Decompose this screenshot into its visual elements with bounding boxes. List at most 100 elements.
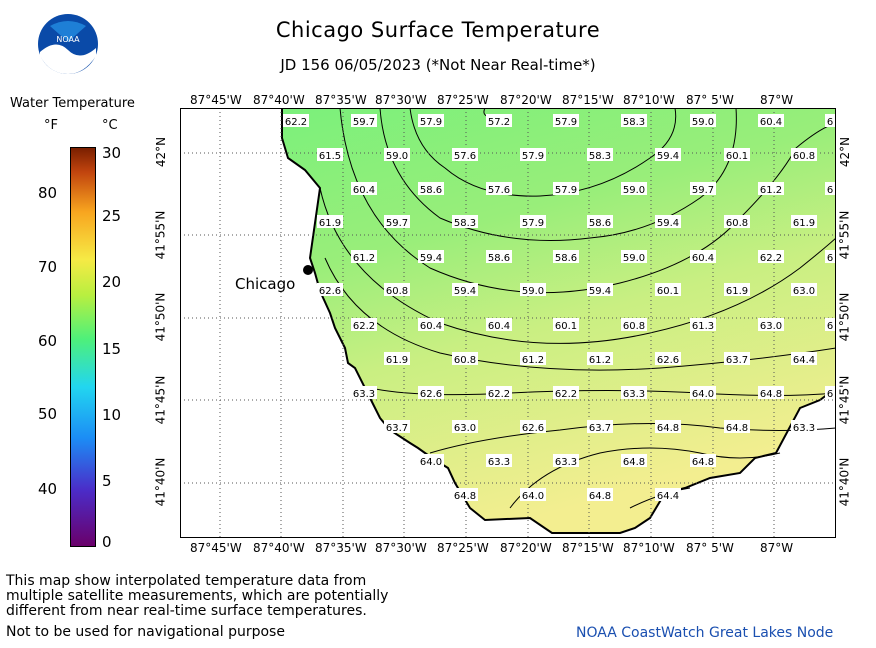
temperature-label-bg <box>825 386 835 399</box>
temperature-label-bg <box>351 250 377 263</box>
temperature-label-bg <box>825 114 835 127</box>
temperature-label-bg <box>452 215 478 228</box>
temperature-label: 64.8 <box>454 491 476 502</box>
temperature-label-bg <box>486 454 512 467</box>
temperature-label-bg <box>520 215 546 228</box>
temperature-label: 6 <box>827 389 833 400</box>
temperature-label: 61.9 <box>319 218 341 229</box>
temperature-label: 63.3 <box>555 457 577 468</box>
temperature-label: 63.3 <box>623 389 645 400</box>
temperature-label: 57.9 <box>420 117 442 128</box>
credit-text: NOAA CoastWatch Great Lakes Node <box>576 625 834 641</box>
temperature-label-bg <box>452 488 478 501</box>
temperature-label: 61.9 <box>726 286 748 297</box>
temperature-label-bg <box>791 352 817 365</box>
temperature-label-bg <box>486 182 512 195</box>
legend-unit-fahrenheit: °F <box>44 118 58 133</box>
temperature-label: 63.3 <box>488 457 510 468</box>
temperature-label: 64.8 <box>657 423 679 434</box>
temperature-label: 64.8 <box>589 491 611 502</box>
temperature-label-bg <box>758 250 784 263</box>
temperature-label-bg <box>825 250 835 263</box>
lon-label-top: 87° 5'W <box>686 93 734 107</box>
temperature-label: 63.0 <box>793 286 815 297</box>
lon-label-bottom: 87°W <box>760 541 794 555</box>
temperature-label: 61.2 <box>522 355 544 366</box>
lat-label-right: 42°N <box>838 136 853 168</box>
temperature-label-bg <box>418 318 444 331</box>
temperature-label-bg <box>690 114 716 127</box>
temperature-label: 60.4 <box>488 321 510 332</box>
temperature-label: 58.6 <box>488 253 510 264</box>
temperature-label: 64.8 <box>623 457 645 468</box>
lon-label-top: 87°30'W <box>375 93 427 107</box>
temperature-label-bg <box>690 250 716 263</box>
temperature-label: 64.0 <box>420 457 442 468</box>
temperature-label-bg <box>621 318 647 331</box>
temperature-label-bg <box>791 283 817 296</box>
legend-f-tick: 50 <box>38 405 58 423</box>
lat-label-right: 41°45'N <box>837 375 852 425</box>
city-label: Chicago <box>235 275 296 293</box>
lon-label-top: 87°W <box>760 93 794 107</box>
temperature-label-bg <box>655 420 681 433</box>
temperature-label-bg <box>587 420 613 433</box>
temperature-label: 57.9 <box>522 218 544 229</box>
temperature-label-bg <box>486 318 512 331</box>
temperature-label: 64.4 <box>793 355 815 366</box>
temperature-label-bg <box>758 318 784 331</box>
disclaimer-line: This map show interpolated temperature d… <box>6 573 367 589</box>
temperature-label: 60.1 <box>657 286 679 297</box>
temperature-label: 59.0 <box>623 253 645 264</box>
temperature-label-bg <box>791 148 817 161</box>
temperature-label: 64.0 <box>522 491 544 502</box>
disclaimer-line: different from near real-time surface te… <box>6 603 367 619</box>
temperature-label: 58.6 <box>420 185 442 196</box>
temperature-label-bg <box>384 352 410 365</box>
temperature-label: 63.0 <box>454 423 476 434</box>
temperature-label-bg <box>520 420 546 433</box>
temperature-label-bg <box>758 114 784 127</box>
temperature-label-bg <box>418 386 444 399</box>
temperature-label-bg <box>791 215 817 228</box>
temperature-label: 62.2 <box>488 389 510 400</box>
temperature-label: 64.4 <box>657 491 679 502</box>
temperature-label: 63.7 <box>726 355 748 366</box>
temperature-label: 57.6 <box>488 185 510 196</box>
temperature-label-bg <box>553 182 579 195</box>
temperature-label-bg <box>587 215 613 228</box>
lat-label-left: 41°55'N <box>153 210 168 260</box>
lon-label-top: 87°15'W <box>562 93 614 107</box>
temperature-label-bg <box>351 182 377 195</box>
temperature-label: 62.6 <box>657 355 679 366</box>
temperature-label-bg <box>758 386 784 399</box>
temperature-label: 63.7 <box>589 423 611 434</box>
lat-label-right: 41°50'N <box>837 292 852 342</box>
temperature-label-bg <box>690 386 716 399</box>
temperature-label-bg <box>791 420 817 433</box>
temperature-label: 62.6 <box>319 286 341 297</box>
temperature-label: 6 <box>827 117 833 128</box>
lat-label-left: 41°50'N <box>153 292 168 342</box>
temperature-label-bg <box>553 114 579 127</box>
legend-title: Water Temperature <box>10 96 135 111</box>
temperature-label-bg <box>621 182 647 195</box>
temperature-label: 57.9 <box>522 151 544 162</box>
temperature-label-bg <box>587 148 613 161</box>
map-subtitle: JD 156 06/05/2023 (*Not Near Real-time*) <box>280 56 596 74</box>
temperature-label: 60.8 <box>386 286 408 297</box>
temperature-label-bg <box>553 250 579 263</box>
temperature-label: 62.2 <box>285 117 307 128</box>
temperature-label: 57.9 <box>555 185 577 196</box>
legend-unit-celsius: °C <box>102 118 118 133</box>
temperature-label-bg <box>418 114 444 127</box>
temperature-label-bg <box>825 182 835 195</box>
temperature-label-bg <box>553 318 579 331</box>
temperature-label: 59.0 <box>623 185 645 196</box>
temperature-label: 61.9 <box>793 218 815 229</box>
temperature-label: 58.6 <box>589 218 611 229</box>
temperature-label-bg <box>418 454 444 467</box>
temperature-label: 64.8 <box>760 389 782 400</box>
temperature-label-bg <box>724 215 750 228</box>
temperature-label: 59.7 <box>353 117 375 128</box>
